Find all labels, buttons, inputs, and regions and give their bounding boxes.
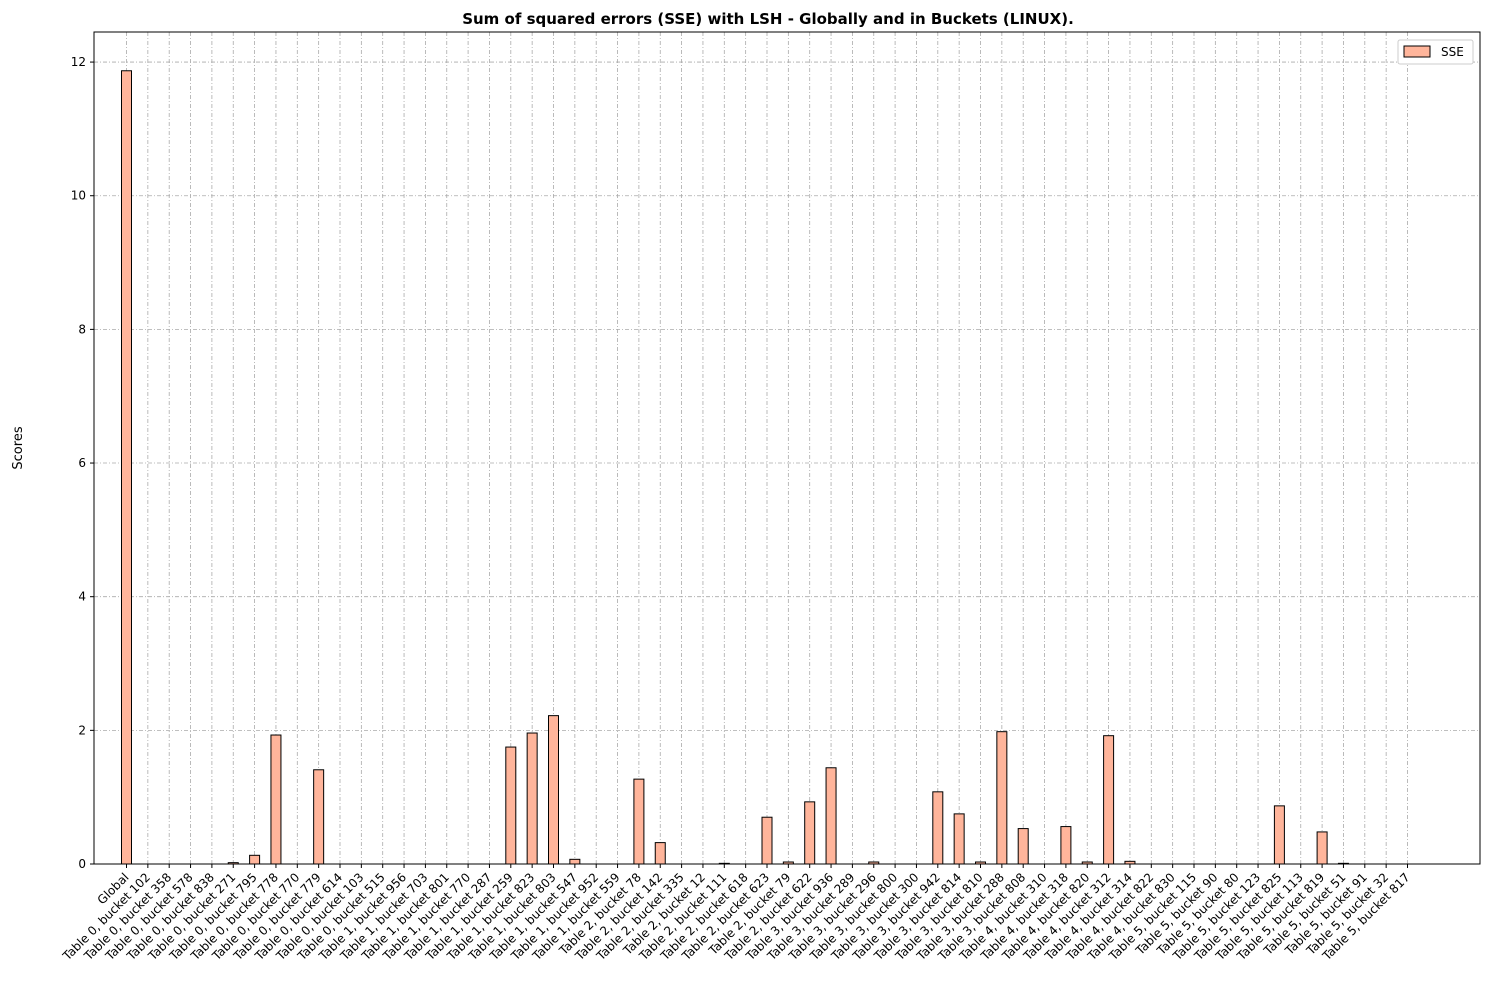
bar — [1017, 828, 1029, 865]
bar — [825, 767, 837, 865]
y-tick-label: 0 — [78, 857, 86, 871]
bar — [569, 858, 581, 865]
bar — [953, 813, 965, 865]
bar — [270, 734, 282, 865]
bar — [932, 791, 944, 865]
bar — [505, 746, 517, 865]
bar — [313, 769, 325, 865]
y-tick-label: 10 — [71, 189, 86, 203]
y-tick-label: 2 — [78, 723, 86, 737]
bar — [1060, 826, 1072, 865]
bar — [804, 801, 816, 865]
y-axis-label: Scores — [11, 426, 26, 469]
legend: SSE — [1397, 39, 1474, 65]
plot-frame — [93, 31, 1481, 865]
y-tick-label: 12 — [71, 55, 86, 69]
bar — [654, 842, 666, 865]
chart-title: Sum of squared errors (SSE) with LSH - G… — [462, 10, 1074, 28]
bar — [633, 778, 645, 865]
y-tick-label: 6 — [78, 456, 86, 470]
y-tick-label: 8 — [78, 322, 86, 336]
legend-swatch — [1403, 45, 1431, 58]
bar — [1273, 805, 1285, 865]
bar — [1316, 831, 1328, 865]
y-tick-label: 4 — [78, 590, 86, 604]
bar — [996, 731, 1008, 865]
legend-label: SSE — [1441, 45, 1464, 59]
bar — [249, 854, 261, 865]
bars — [121, 70, 1349, 865]
grid-lines — [94, 32, 1480, 865]
y-axis-ticks: 0 2 4 6 8 10 12 — [71, 55, 94, 871]
bar — [1103, 735, 1115, 865]
bar — [526, 732, 538, 865]
bar — [761, 816, 773, 865]
bar — [121, 70, 132, 865]
bar — [548, 715, 559, 865]
